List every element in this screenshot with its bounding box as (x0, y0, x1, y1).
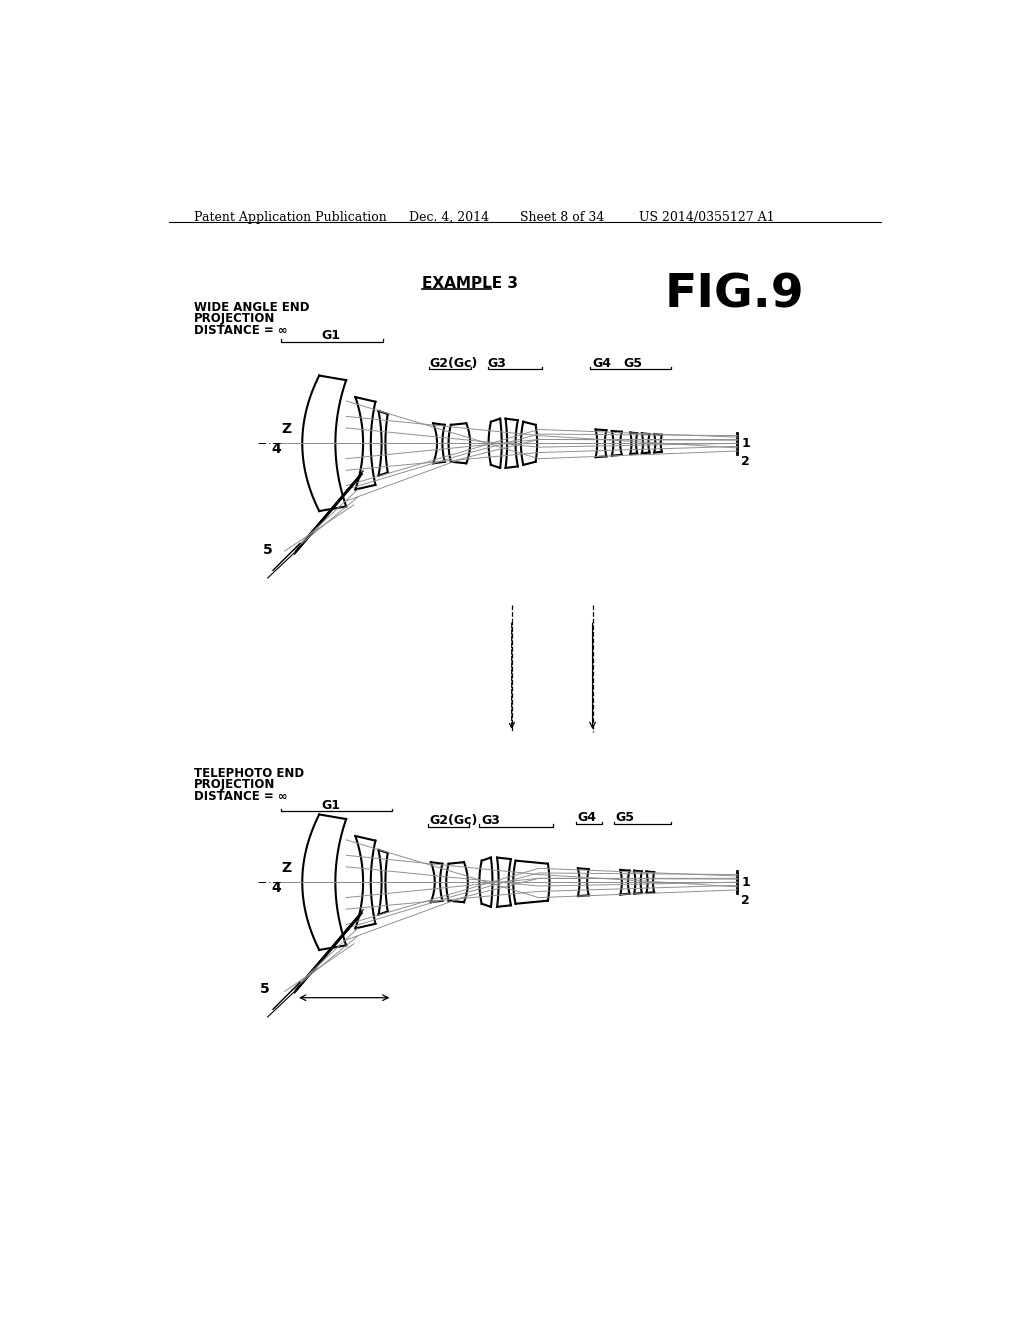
Text: Dec. 4, 2014: Dec. 4, 2014 (410, 211, 489, 224)
Text: 1: 1 (741, 876, 750, 890)
Text: EXAMPLE 3: EXAMPLE 3 (422, 276, 517, 292)
Text: G4: G4 (593, 358, 611, 370)
Text: G1: G1 (322, 330, 341, 342)
Text: Z: Z (282, 861, 292, 875)
Text: DISTANCE = ∞: DISTANCE = ∞ (194, 323, 288, 337)
Text: G3: G3 (481, 814, 500, 828)
Text: 2: 2 (741, 894, 750, 907)
Text: 2: 2 (741, 455, 750, 467)
Text: G2(Gc): G2(Gc) (429, 814, 477, 828)
Text: DISTANCE = ∞: DISTANCE = ∞ (194, 789, 288, 803)
Text: 5: 5 (260, 982, 269, 997)
Text: Patent Application Publication: Patent Application Publication (194, 211, 386, 224)
Text: G1: G1 (322, 799, 341, 812)
Text: PROJECTION: PROJECTION (194, 313, 275, 326)
Text: G4: G4 (578, 812, 596, 825)
Text: PROJECTION: PROJECTION (194, 779, 275, 791)
Text: TELEPHOTO END: TELEPHOTO END (194, 767, 304, 780)
Text: US 2014/0355127 A1: US 2014/0355127 A1 (639, 211, 774, 224)
Text: 5: 5 (263, 544, 272, 557)
Text: G5: G5 (615, 812, 635, 825)
Text: G3: G3 (487, 358, 507, 370)
Text: 1: 1 (741, 437, 750, 450)
Text: Sheet 8 of 34: Sheet 8 of 34 (520, 211, 604, 224)
Text: 4: 4 (271, 442, 282, 455)
Text: FIG.9: FIG.9 (665, 272, 804, 317)
Text: G5: G5 (624, 358, 642, 370)
Text: WIDE ANGLE END: WIDE ANGLE END (194, 301, 309, 314)
Text: Z: Z (282, 422, 292, 436)
Text: G2(Gc): G2(Gc) (429, 358, 477, 370)
Text: 4: 4 (271, 880, 282, 895)
